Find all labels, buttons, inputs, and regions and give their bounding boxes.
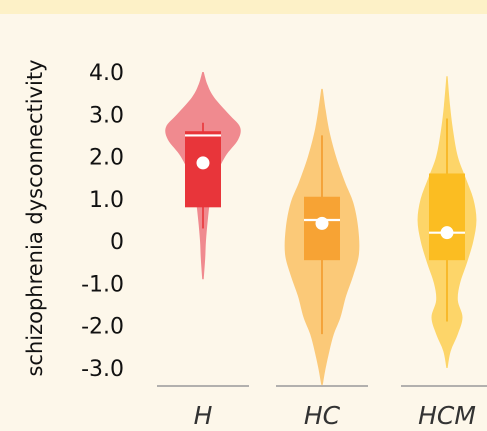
violin-groups [165,72,477,385]
violin-group-hc [284,88,360,385]
y-tick-label: 0 [110,230,124,255]
y-tick-label: 1.0 [89,188,124,213]
y-tick-label: -2.0 [81,315,124,340]
iqr-box [429,173,465,261]
y-tick-label: -1.0 [81,272,124,297]
y-tick-labels: 4.0 3.0 2.0 1.0 0 -1.0 -2.0 -3.0 [81,61,124,382]
y-tick-label: 2.0 [89,146,124,171]
y-axis-title: schizophrenia dysconnectivity [23,59,47,376]
mean-marker [440,226,454,240]
x-category-label: H [194,401,213,430]
mean-marker [315,216,329,230]
x-axis: H HC HCM [157,385,487,430]
y-tick-label: -3.0 [81,357,124,382]
violin-group-h [165,72,241,280]
y-tick-label: 4.0 [89,61,124,86]
y-tick-label: 3.0 [89,103,124,128]
violin-group-hcm [417,76,477,368]
top-band [0,0,487,14]
mean-marker [196,156,210,170]
x-category-label: HCM [418,401,476,430]
x-category-label: HC [304,401,341,430]
